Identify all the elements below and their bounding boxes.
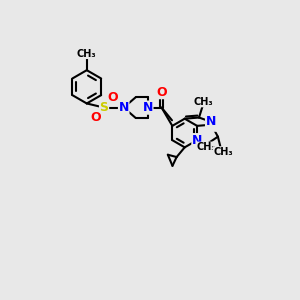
Text: S: S [100,101,109,114]
Text: N: N [206,118,217,131]
Text: N: N [192,134,202,147]
Text: N: N [142,101,153,114]
Text: CH₃: CH₃ [193,97,213,107]
Text: CH₃: CH₃ [77,49,97,58]
Text: O: O [156,85,167,99]
Text: CH₃: CH₃ [196,142,216,152]
Text: N: N [118,101,129,114]
Text: N: N [206,115,216,128]
Text: O: O [90,111,101,124]
Text: O: O [108,92,118,104]
Text: CH₃: CH₃ [213,147,233,157]
